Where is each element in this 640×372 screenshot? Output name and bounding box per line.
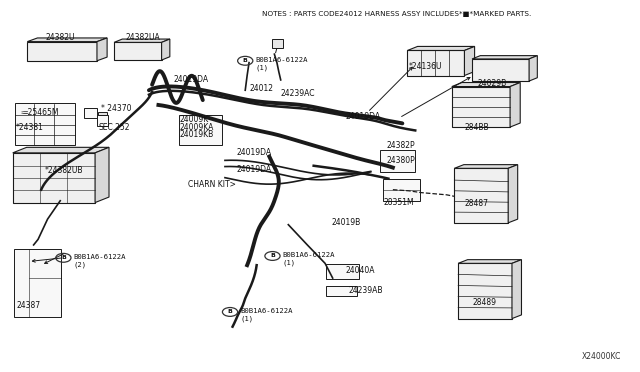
Polygon shape [97,38,107,61]
Polygon shape [458,260,522,263]
Text: 28487: 28487 [465,199,488,208]
Polygon shape [512,260,522,318]
Text: B0B1A6-6122A: B0B1A6-6122A [74,254,126,260]
Text: 24040A: 24040A [346,266,375,275]
Text: 24382P: 24382P [387,141,415,150]
Polygon shape [161,39,170,60]
Bar [14,248,61,317]
Bar [272,39,284,48]
Text: B0B1A6-6122A: B0B1A6-6122A [283,252,335,258]
Polygon shape [452,83,520,87]
Text: NOTES : PARTS CODE24012 HARNESS ASSY INCLUDES*■*MARKED PARTS.: NOTES : PARTS CODE24012 HARNESS ASSY INC… [262,11,531,17]
Polygon shape [472,56,538,59]
Polygon shape [408,46,475,51]
Text: 28489: 28489 [472,298,496,307]
Text: 24019DA: 24019DA [173,75,208,84]
Polygon shape [452,87,510,127]
Polygon shape [13,147,109,153]
Text: 24019KB: 24019KB [179,130,214,139]
Text: B: B [243,58,248,63]
Polygon shape [114,39,170,42]
Polygon shape [454,165,518,168]
Text: * 24370: * 24370 [101,104,132,113]
Polygon shape [114,42,161,60]
Text: (2): (2) [74,261,86,268]
Polygon shape [472,59,529,81]
Text: X24000KC: X24000KC [582,352,621,361]
Text: 24019DA: 24019DA [236,148,271,157]
Text: 24019B: 24019B [332,218,361,227]
Polygon shape [13,153,95,203]
Text: B0B1A6-6122A: B0B1A6-6122A [240,308,292,314]
Text: B0B1A6-6122A: B0B1A6-6122A [255,57,308,63]
Text: *24382UB: *24382UB [44,166,83,175]
Polygon shape [458,263,512,318]
Text: 24019DA: 24019DA [346,112,380,121]
Bar [326,264,359,279]
Polygon shape [508,165,518,223]
Text: (1): (1) [283,259,296,266]
Text: 24239AC: 24239AC [281,89,316,99]
Text: 24382UA: 24382UA [125,33,160,42]
Text: SEC.252: SEC.252 [98,123,130,132]
Text: B: B [61,255,66,260]
Text: 24387: 24387 [17,301,40,310]
Text: 24029B: 24029B [477,79,506,88]
Text: (1): (1) [240,315,253,322]
Text: ≔25465M: ≔25465M [20,108,59,117]
Text: 24009K: 24009K [179,115,209,124]
Polygon shape [510,83,520,127]
Text: (1): (1) [255,64,269,71]
Text: 24009KA: 24009KA [179,123,214,132]
Bar [84,108,97,118]
Bar [326,286,356,296]
Bar [15,103,75,145]
Bar [383,179,420,201]
Text: 28351M: 28351M [383,198,414,207]
Polygon shape [95,147,109,203]
Text: 24380P: 24380P [387,156,415,165]
Text: *24381: *24381 [16,123,44,132]
Bar [98,112,107,115]
Text: *24136U: *24136U [409,62,442,71]
Polygon shape [28,42,97,61]
Text: 24239AB: 24239AB [349,286,383,295]
Polygon shape [465,46,475,76]
Text: 24019DA: 24019DA [236,165,271,174]
Polygon shape [454,168,508,223]
Text: 284BB: 284BB [465,123,489,132]
Text: 24012: 24012 [249,84,273,93]
Bar [179,115,223,145]
Bar [97,115,108,126]
Polygon shape [529,56,538,81]
Text: CHARN KIT>: CHARN KIT> [188,180,236,189]
Text: 24382U: 24382U [45,33,75,42]
Text: B: B [270,253,275,259]
Polygon shape [408,51,465,76]
Text: B: B [228,310,232,314]
Polygon shape [28,38,107,42]
Bar [380,150,415,172]
